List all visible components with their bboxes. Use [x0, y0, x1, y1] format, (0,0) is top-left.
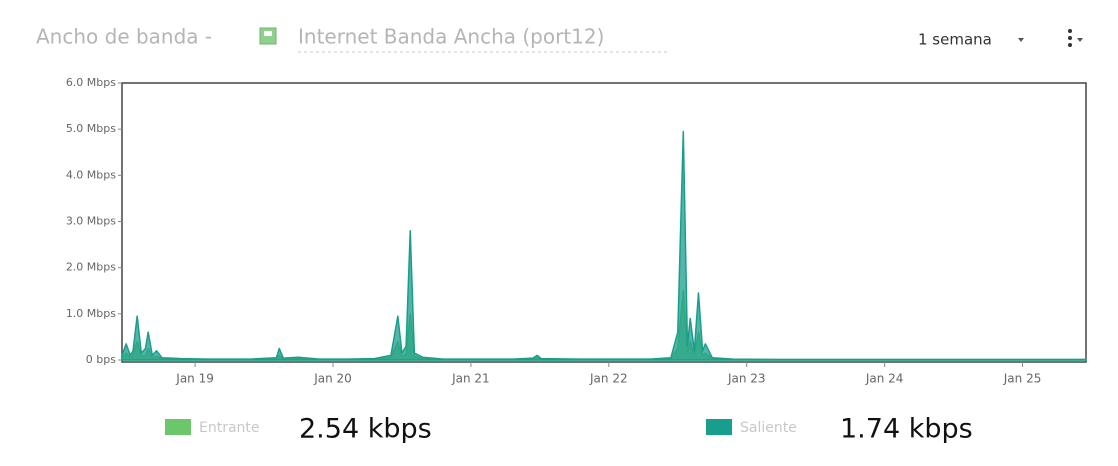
menu-dot [1068, 36, 1072, 40]
range-selector[interactable]: 1 semana [918, 31, 992, 49]
interface-icon-detail [264, 31, 272, 36]
legend: Entrante 2.54 kbps Saliente 1.74 kbps [165, 414, 973, 445]
y-tick-label: 6.0 Mbps [66, 76, 116, 89]
series-area [121, 290, 1087, 361]
x-tick-label: Jan 20 [313, 372, 352, 386]
legend-swatch [706, 419, 732, 435]
x-tick-label: Jan 19 [175, 372, 214, 386]
y-tick-label: 5.0 Mbps [66, 122, 116, 135]
x-tick-label: Jan 22 [589, 372, 628, 386]
y-tick-label: 4.0 Mbps [66, 168, 116, 181]
x-tick-label: Jan 25 [1003, 372, 1042, 386]
x-tick-label: Jan 24 [865, 372, 904, 386]
plot-area: 0 bps 1.0 Mbps 2.0 Mbps 3.0 Mbps 4.0 Mbps 5.0… [66, 76, 1087, 386]
legend-current: 2.54 kbps [299, 414, 432, 445]
range-caret[interactable] [1018, 38, 1024, 42]
interface-link[interactable]: Internet Banda Ancha (port12) [298, 25, 604, 49]
menu-caret [1077, 38, 1083, 42]
x-tick-label: Jan 21 [451, 372, 490, 386]
legend-label: Entrante [199, 420, 260, 436]
y-tick-label: 3.0 Mbps [66, 215, 116, 228]
plot-frame [121, 82, 1087, 363]
menu-button[interactable] [1068, 29, 1083, 47]
y-tick-label: 1.0 Mbps [66, 307, 116, 320]
widget-title: Ancho de banda - [36, 25, 212, 49]
legend-current: 1.74 kbps [840, 414, 973, 445]
y-tick-label: 2.0 Mbps [66, 261, 116, 274]
legend-swatch [165, 419, 191, 435]
legend-label: Saliente [740, 420, 797, 436]
y-tick-label: 0 bps [86, 353, 116, 366]
menu-dot [1068, 43, 1072, 47]
series-area [121, 130, 1087, 361]
x-tick-label: Jan 23 [727, 372, 766, 386]
menu-dot [1068, 29, 1072, 33]
